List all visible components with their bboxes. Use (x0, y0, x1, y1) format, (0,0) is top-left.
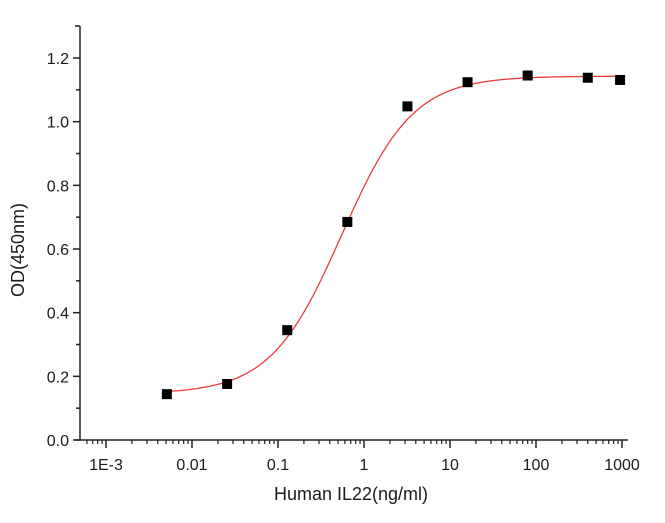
y-tick-label: 0.2 (47, 369, 69, 386)
y-axis-label: OD(450nm) (8, 203, 28, 297)
data-point (522, 70, 533, 81)
y-tick-label: 1.0 (47, 115, 69, 132)
x-tick-label: 100 (523, 457, 550, 474)
data-point (582, 72, 593, 83)
data-point (342, 216, 353, 227)
data-point (462, 77, 473, 88)
y-tick-label: 1.2 (47, 51, 69, 68)
x-axis-label: Human IL22(ng/ml) (274, 484, 428, 504)
y-tick-label: 0.8 (47, 178, 69, 195)
data-point (282, 325, 293, 336)
data-point (161, 389, 172, 400)
fit-curve (162, 75, 622, 393)
x-tick-label: 10 (441, 457, 459, 474)
data-point (402, 101, 413, 112)
y-tick-label: 0.0 (47, 433, 69, 450)
data-point (615, 74, 626, 85)
x-tick-label: 0.1 (267, 457, 289, 474)
y-tick-label: 0.4 (47, 306, 69, 323)
data-points (161, 70, 626, 400)
y-tick-label: 0.6 (47, 242, 69, 259)
x-tick-label: 1 (360, 457, 369, 474)
x-tick-label: 1E-3 (89, 457, 123, 474)
axes: 0.0 0.2 0.4 0.6 0.8 1.0 1.2 1E-3 0.01 0.1 1 10 100 10… (47, 25, 640, 474)
x-tick-label: 0.01 (176, 457, 207, 474)
data-point (222, 378, 233, 389)
x-tick-label: 1000 (604, 457, 640, 474)
